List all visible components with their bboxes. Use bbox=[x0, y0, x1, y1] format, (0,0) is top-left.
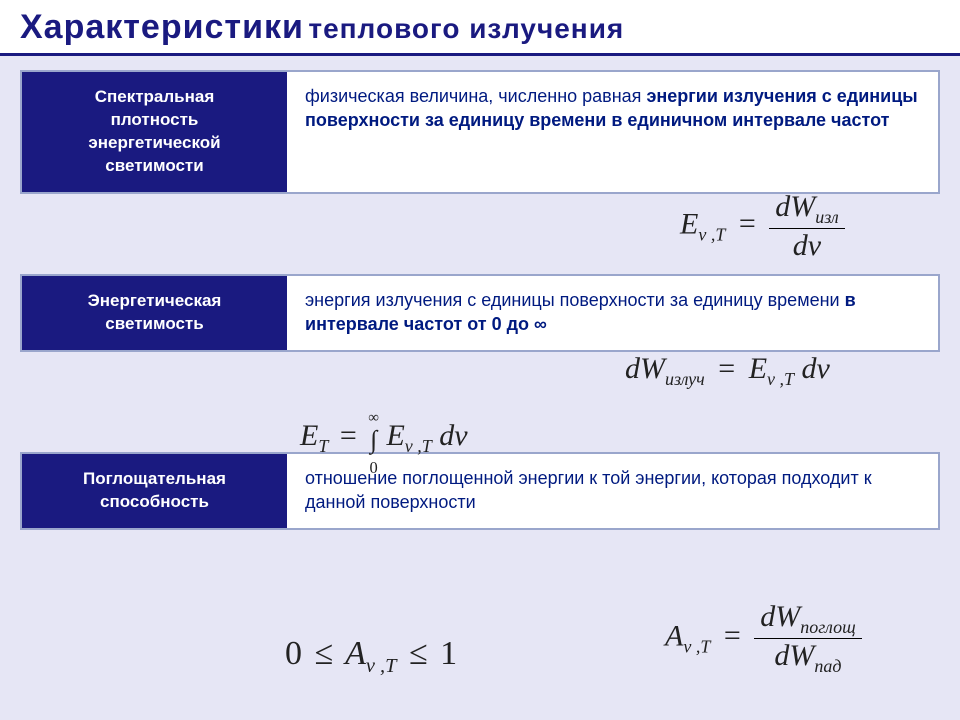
title-bar: Характеристики теплового излучения bbox=[0, 0, 960, 56]
f5-den: dWпад bbox=[754, 639, 861, 677]
f1-den: dν bbox=[769, 229, 844, 263]
f4-zero: 0 bbox=[285, 635, 302, 672]
f5-num: dWпоглощ bbox=[754, 600, 861, 639]
f1-E: E bbox=[680, 207, 698, 240]
formula-spectral-density: Eν ,T = dWизл dν bbox=[680, 190, 845, 263]
title-main: Характеристики bbox=[20, 8, 304, 46]
f1-eq: = bbox=[739, 207, 756, 240]
f3-int-bot: 0 bbox=[369, 458, 377, 477]
formula-dw-equals: dWизлуч = Eν ,T dν bbox=[625, 352, 830, 390]
f3-E2sub: ν ,T bbox=[405, 436, 432, 456]
f3-int-sym: ∫ bbox=[370, 425, 377, 454]
row-desc-plain-1: физическая величина, численно равная bbox=[305, 86, 646, 106]
row-label-text-1: Спектральная плотность энергетической св… bbox=[32, 86, 277, 178]
row-desc-1: физическая величина, численно равная эне… bbox=[287, 72, 938, 192]
f5-Asub: ν ,T bbox=[683, 636, 710, 656]
f1-numsub: изл bbox=[815, 207, 838, 227]
f2-E: E bbox=[749, 352, 767, 385]
f1-frac: dWизл dν bbox=[769, 190, 844, 263]
row-label-1: Спектральная плотность энергетической св… bbox=[22, 72, 287, 192]
f4-le2: ≤ bbox=[409, 635, 428, 672]
row-label-2: Энергетическая светимость bbox=[22, 276, 287, 350]
row-label-text-2: Энергетическая светимость bbox=[32, 290, 277, 336]
f2-dw: dW bbox=[625, 352, 665, 385]
f5-numsub: поглощ bbox=[800, 617, 855, 637]
f5-eq: = bbox=[724, 619, 741, 652]
f4-one: 1 bbox=[440, 635, 457, 672]
f1-num: dWизл bbox=[769, 190, 844, 229]
f1-num-t: dW bbox=[775, 190, 815, 223]
f3-Esub: T bbox=[318, 436, 328, 456]
f3-dv: dν bbox=[439, 419, 467, 452]
f2-dwsub: излуч bbox=[665, 369, 705, 389]
definition-row-1: Спектральная плотность энергетической св… bbox=[20, 70, 940, 194]
f5-densub: пад bbox=[814, 656, 841, 676]
f1-den-t: dν bbox=[793, 229, 821, 262]
f3-E2: E bbox=[386, 419, 404, 452]
row-desc-2: энергия излучения с единицы поверхности … bbox=[287, 276, 938, 350]
f4-le1: ≤ bbox=[315, 635, 334, 672]
f2-Esub: ν ,T bbox=[767, 369, 794, 389]
definition-row-2: Энергетическая светимость энергия излуче… bbox=[20, 274, 940, 352]
f5-frac: dWпоглощ dWпад bbox=[754, 600, 861, 677]
formula-absorption: Aν ,T = dWпоглощ dWпад bbox=[665, 600, 862, 677]
f1-sub: ν ,T bbox=[698, 224, 725, 244]
f5-den-t: dW bbox=[774, 639, 814, 672]
f5-num-t: dW bbox=[760, 600, 800, 633]
f2-eq: = bbox=[718, 352, 735, 385]
row-label-3: Поглощательная способность bbox=[22, 454, 287, 528]
title-sub: теплового излучения bbox=[308, 13, 624, 44]
f3-E: E bbox=[300, 419, 318, 452]
row-desc-plain-2: энергия излучения с единицы поверхности … bbox=[305, 290, 845, 310]
f4-Asub: ν ,T bbox=[366, 655, 397, 677]
formula-integral: ET = ∞ ∫ 0 Eν ,T dν bbox=[300, 400, 468, 477]
f5-A: A bbox=[665, 619, 683, 652]
f3-eq: = bbox=[340, 419, 357, 452]
f4-A: A bbox=[345, 635, 366, 672]
f3-int: ∞ ∫ 0 bbox=[368, 400, 379, 477]
row-label-text-3: Поглощательная способность bbox=[32, 468, 277, 514]
definition-row-3: Поглощательная способность отношение пог… bbox=[20, 452, 940, 530]
formula-inequality: 0 ≤ Aν ,T ≤ 1 bbox=[285, 635, 457, 678]
f2-dv: dν bbox=[802, 352, 830, 385]
